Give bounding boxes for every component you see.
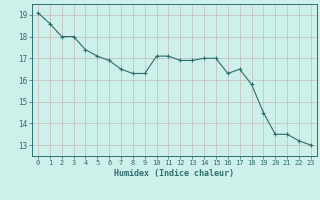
X-axis label: Humidex (Indice chaleur): Humidex (Indice chaleur) <box>115 169 234 178</box>
